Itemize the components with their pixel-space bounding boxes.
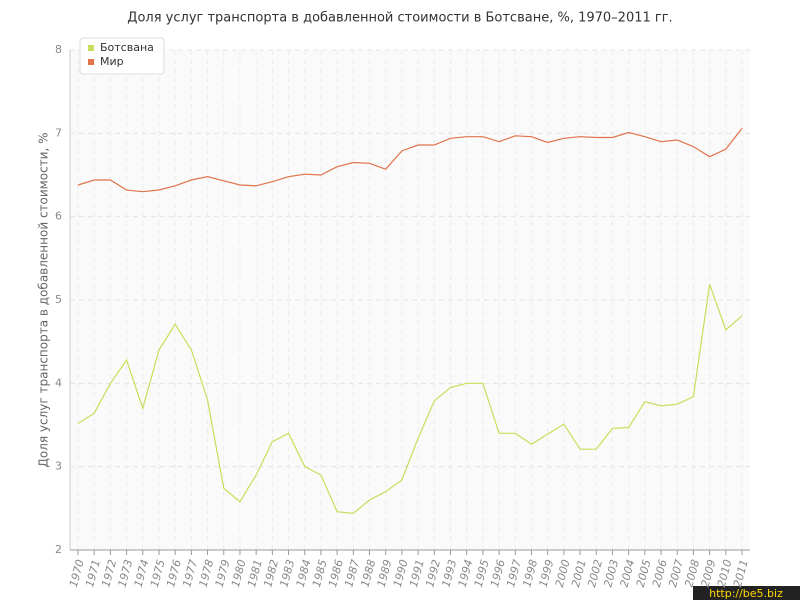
legend-label: Мир bbox=[100, 55, 124, 68]
legend-box bbox=[79, 37, 165, 75]
watermark-bg bbox=[693, 586, 800, 600]
y-tick-label: 7 bbox=[55, 126, 62, 139]
legend-swatch bbox=[88, 59, 94, 65]
y-tick-label: 4 bbox=[55, 376, 62, 389]
series-line bbox=[77, 283, 743, 514]
watermark: http://be5.biz bbox=[709, 587, 783, 600]
y-tick-label: 8 bbox=[55, 43, 62, 56]
y-tick-label: 6 bbox=[55, 210, 62, 223]
y-tick-label: 2 bbox=[55, 543, 62, 556]
legend-label: Ботсвана bbox=[100, 41, 154, 54]
y-tick-label: 3 bbox=[55, 460, 62, 473]
y-tick-label: 5 bbox=[55, 293, 62, 306]
plot-area bbox=[70, 50, 750, 550]
chart-title: Доля услуг транспорта в добавленной стои… bbox=[127, 11, 672, 26]
series-line bbox=[77, 127, 743, 193]
legend-swatch bbox=[88, 45, 94, 51]
y-axis-label: Доля услуг транспорта в добавленной стои… bbox=[37, 133, 51, 468]
